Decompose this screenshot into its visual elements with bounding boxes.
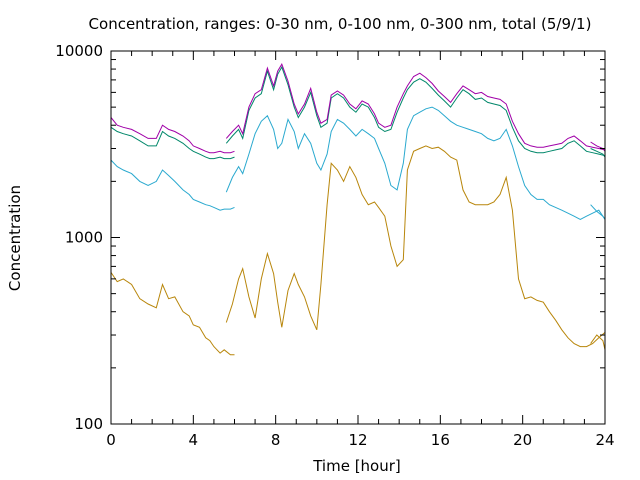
x-tick-label: 0	[106, 431, 116, 449]
series-1-line-segment-1	[110, 272, 235, 356]
series-1-line-segment-2	[225, 145, 606, 348]
y-tick-label: 100	[74, 415, 103, 433]
x-tick-label: 8	[271, 431, 281, 449]
series-4-line-segment-3	[590, 141, 606, 152]
y-tick-label: 10000	[55, 42, 103, 60]
series-3-line-segment-1	[110, 126, 235, 160]
series-3-line-segment-2	[225, 65, 606, 157]
x-tick-label: 16	[431, 431, 450, 449]
plot-frame	[110, 50, 606, 425]
series-layer	[110, 63, 606, 356]
series-2-line-segment-3	[590, 204, 606, 220]
x-axis-label: Time [hour]	[312, 457, 401, 475]
x-tick-label: 4	[189, 431, 199, 449]
ticks-layer: 0 4 8 12 16 20 24 100 1000 10000	[55, 42, 614, 449]
series-1-line-segment-3	[590, 334, 606, 350]
chart-title: Concentration, ranges: 0-30 nm, 0-100 nm…	[89, 15, 592, 33]
series-4-line-segment-1	[110, 117, 235, 154]
x-tick-label: 12	[348, 431, 367, 449]
series-4-line-segment-2	[225, 63, 606, 151]
x-tick-label: 20	[513, 431, 532, 449]
y-tick-label: 1000	[65, 229, 103, 247]
series-3-line-segment-3	[590, 148, 606, 158]
x-tick-label: 24	[595, 431, 614, 449]
y-axis-label: Concentration	[6, 185, 24, 291]
series-2-line-segment-1	[110, 159, 235, 211]
series-2-line-segment-2	[225, 106, 606, 220]
